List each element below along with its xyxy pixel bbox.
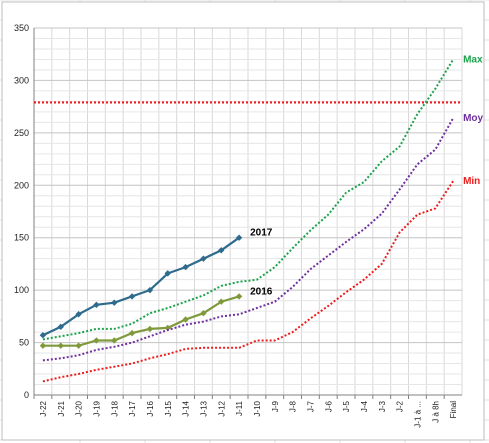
- x-tick-label: J-13: [199, 400, 208, 416]
- data-point-2017: [146, 286, 154, 294]
- series-label-min: Min: [463, 176, 480, 187]
- data-point-2017: [75, 311, 82, 318]
- x-tick-label: J-19: [92, 400, 101, 416]
- y-tick-label: 300: [14, 75, 29, 85]
- x-tick-label: J-10: [253, 400, 262, 416]
- data-point-2016: [235, 293, 243, 300]
- data-point-2017: [128, 293, 136, 300]
- data-point-2017: [218, 247, 225, 254]
- series-labels: 2017 2016 Max Moy Min: [250, 54, 483, 297]
- data-point-2016: [57, 342, 64, 349]
- x-tick-label: J-15: [164, 400, 173, 416]
- y-tick-label: 250: [14, 128, 29, 138]
- x-axis-ticks: J-22 J-21 J-20 J-19 J-18 J-17 J-16 J-15 J-14 J-13…: [33, 395, 458, 428]
- x-tick-label: J-22: [39, 400, 48, 416]
- x-tick-label: J-20: [75, 400, 84, 416]
- x-tick-label: J-3: [378, 400, 387, 412]
- x-tick-label: J-12: [217, 400, 226, 416]
- y-tick-label: 350: [14, 23, 29, 33]
- series-group: [39, 58, 454, 383]
- data-point-2017: [111, 299, 118, 306]
- x-tick-label: J-16: [146, 400, 155, 416]
- series-line-2017: [42, 236, 240, 337]
- x-tick-label: J-5: [342, 400, 351, 412]
- y-tick-label: 50: [19, 338, 29, 348]
- data-point-2017: [164, 270, 171, 277]
- y-tick-label: 200: [14, 180, 29, 190]
- x-tick-label: J à 8h: [431, 401, 440, 423]
- data-point-2016: [182, 316, 189, 323]
- data-point-2016: [39, 342, 47, 349]
- data-point-2016: [200, 310, 207, 317]
- x-tick-label: J-14: [182, 400, 191, 416]
- x-tick-label: J-21: [57, 400, 66, 416]
- data-point-2017: [57, 323, 64, 331]
- y-tick-label: 100: [14, 285, 29, 295]
- series-label-max: Max: [463, 54, 483, 65]
- data-point-2016: [146, 325, 154, 333]
- data-point-2016: [128, 329, 136, 337]
- y-axis-ticks: 0 50 100 150 200 250 300 350: [14, 23, 29, 400]
- x-tick-label: J-7: [306, 400, 315, 412]
- plot-gridlines: [33, 27, 463, 396]
- x-tick-label: J-8: [289, 400, 298, 412]
- y-tick-label: 0: [24, 390, 29, 400]
- data-point-2017: [182, 263, 189, 271]
- x-tick-label: Final: [449, 401, 458, 419]
- x-tick-label: J-2: [396, 400, 405, 412]
- x-tick-label: J-11: [235, 400, 244, 416]
- series-line-moy: [42, 117, 454, 362]
- data-point-2016: [218, 298, 225, 305]
- data-point-2016: [111, 337, 118, 344]
- y-tick-label: 150: [14, 233, 29, 243]
- x-tick-label: J-1 à ...: [413, 401, 422, 428]
- data-point-2016: [75, 342, 82, 349]
- data-point-2017: [39, 332, 47, 339]
- data-point-2017: [200, 255, 207, 262]
- series-line-max: [42, 58, 454, 341]
- x-tick-label: J-4: [360, 400, 369, 412]
- series-label-2017: 2017: [250, 228, 273, 239]
- series-label-moy: Moy: [463, 113, 483, 124]
- data-point-2016: [93, 337, 100, 344]
- data-point-2017: [235, 234, 243, 241]
- x-tick-label: J-18: [110, 400, 119, 416]
- series-line-min: [42, 180, 454, 383]
- x-tick-label: J-9: [271, 400, 280, 412]
- data-point-2017: [93, 301, 100, 309]
- series-label-2016: 2016: [250, 286, 273, 297]
- data-point-2016: [164, 324, 171, 332]
- x-tick-label: J-17: [128, 400, 137, 416]
- x-tick-label: J-6: [324, 400, 333, 412]
